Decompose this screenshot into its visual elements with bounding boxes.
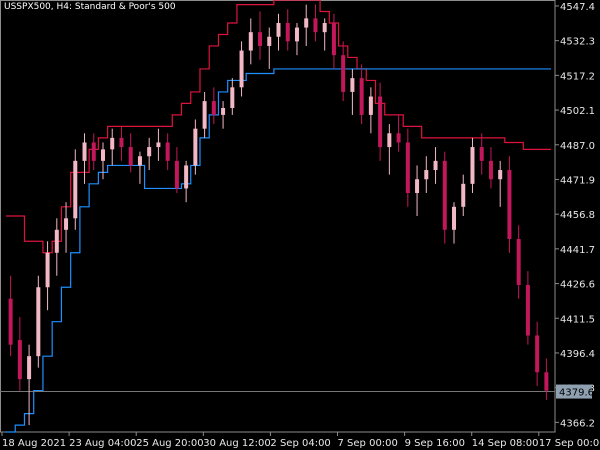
candle	[350, 68, 355, 115]
candle	[137, 151, 142, 184]
candle	[17, 317, 22, 391]
candle	[387, 124, 392, 175]
candle	[479, 133, 484, 175]
candle	[221, 101, 226, 129]
candle	[110, 128, 115, 166]
candle	[452, 202, 457, 244]
time-tick-label: 7 Sep 00:00	[338, 438, 398, 449]
time-tick-label: 25 Aug 20:00	[136, 438, 203, 449]
candle	[239, 41, 244, 97]
candle	[276, 13, 281, 51]
time-tick-label: 9 Sep 16:00	[405, 438, 465, 449]
candle	[91, 133, 96, 171]
candle	[433, 147, 438, 184]
price-tick-label: 4441.7	[560, 245, 595, 256]
candle	[128, 133, 133, 173]
candle	[45, 241, 50, 311]
time-tick-label: 18 Aug 2021	[2, 438, 66, 449]
upper-channel-line	[6, 0, 551, 254]
chart-title: USSPX500, H4: Standard & Poor's 500	[4, 2, 176, 12]
candle	[54, 218, 59, 276]
candle	[470, 137, 475, 194]
candles	[8, 4, 549, 426]
candle	[174, 147, 179, 194]
candle	[498, 160, 503, 207]
price-tick-label: 4426.6	[560, 280, 595, 291]
candle	[36, 275, 41, 368]
current-price-value: 4379.6	[559, 388, 594, 399]
price-tick-label: 4517.2	[560, 71, 595, 82]
chart-frame	[0, 0, 556, 433]
channel-indicator	[0, 0, 555, 433]
candle	[230, 78, 235, 115]
candle	[368, 87, 373, 134]
candle	[267, 27, 272, 69]
price-axis: 4547.4 4532.3 4517.2 4502.1 4487.0 4471.9 4456…	[555, 2, 595, 429]
price-tick-label: 4396.4	[560, 349, 595, 360]
candle	[322, 18, 327, 51]
candle	[211, 87, 216, 125]
candle	[331, 13, 336, 69]
candle	[156, 128, 161, 161]
candle	[258, 11, 263, 60]
price-tick-label: 4502.1	[560, 106, 595, 117]
current-price-tag: 4379.6	[556, 384, 594, 399]
candle	[424, 156, 429, 194]
price-tick-label: 4547.4	[560, 2, 595, 13]
time-tick-label: 14 Sep 08:00	[472, 438, 539, 449]
candle	[313, 4, 318, 42]
time-tick-label: 30 Aug 12:00	[203, 438, 270, 449]
price-tick-label: 4366.2	[560, 418, 595, 429]
candle	[165, 133, 170, 171]
time-tick-label: 23 Aug 04:00	[69, 438, 136, 449]
price-tick-label: 4471.9	[560, 175, 595, 186]
candle	[147, 137, 152, 171]
lower-channel-line	[6, 68, 551, 433]
candle	[248, 18, 253, 65]
candle	[304, 4, 309, 46]
candle	[507, 156, 512, 253]
candle	[405, 128, 410, 207]
candle	[193, 119, 198, 175]
time-tick-label: 2 Sep 04:00	[270, 438, 330, 449]
candle	[535, 321, 540, 387]
candle	[396, 114, 401, 152]
candle	[359, 64, 364, 125]
candle	[341, 41, 346, 102]
candle	[442, 151, 447, 244]
price-tick-label: 4411.5	[560, 314, 595, 325]
candle	[285, 9, 290, 51]
candle	[64, 202, 69, 253]
price-tick-label: 4487.0	[560, 141, 595, 152]
candle	[100, 142, 105, 180]
candle	[461, 174, 466, 216]
price-tick-label: 4456.8	[560, 210, 595, 221]
candle	[73, 149, 78, 230]
time-tick-label: 17 Sep 00:00	[539, 438, 600, 449]
plot-border	[0, 0, 556, 433]
candle	[488, 147, 493, 189]
time-axis: 18 Aug 2021 23 Aug 04:00 25 Aug 20:00 30 Au…	[1, 432, 600, 449]
candle	[27, 344, 32, 426]
candle	[202, 91, 207, 138]
candle	[82, 133, 87, 184]
candle	[415, 165, 420, 216]
candle	[516, 225, 521, 299]
candle	[8, 275, 13, 357]
candle	[525, 271, 530, 345]
candle	[184, 160, 189, 203]
candle	[294, 22, 299, 56]
candle	[544, 358, 549, 400]
price-tick-label: 4532.3	[560, 37, 595, 48]
candle	[119, 126, 124, 161]
candle	[378, 82, 383, 161]
